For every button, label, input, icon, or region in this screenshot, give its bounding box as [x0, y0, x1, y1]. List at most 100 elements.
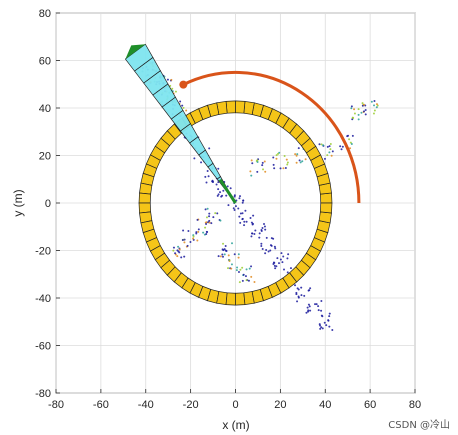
- cloud-point: [363, 110, 366, 113]
- cloud-point: [250, 235, 253, 238]
- ring-sector: [216, 291, 228, 306]
- cloud-point: [241, 266, 244, 269]
- cloud-point: [319, 324, 322, 327]
- cloud-point: [232, 207, 235, 210]
- cloud-point: [300, 294, 303, 297]
- ring-sector: [138, 202, 152, 214]
- cloud-point: [304, 158, 307, 161]
- scan-arc-marker: [179, 80, 188, 89]
- cloud-point: [282, 255, 285, 258]
- cloud-point: [217, 255, 220, 258]
- cloud-point: [328, 312, 331, 315]
- y-tick-label: 80: [39, 8, 51, 20]
- cloud-point: [326, 154, 329, 157]
- cloud-point: [205, 223, 208, 226]
- cloud-point: [195, 231, 198, 234]
- cloud-point: [208, 215, 211, 218]
- cloud-point: [320, 143, 323, 146]
- cloud-point: [284, 167, 287, 170]
- cloud-point: [230, 267, 233, 270]
- x-tick-label: 0: [232, 399, 238, 411]
- cloud-point: [222, 249, 225, 252]
- cloud-point: [171, 87, 174, 90]
- cloud-point: [329, 142, 332, 145]
- cloud-point: [283, 155, 286, 158]
- ring-sector: [235, 292, 246, 306]
- cloud-point: [317, 305, 320, 308]
- cloud-point: [208, 212, 211, 215]
- cloud-point: [207, 175, 210, 178]
- cloud-point: [253, 232, 256, 235]
- cloud-point: [260, 242, 263, 245]
- cloud-point: [372, 112, 375, 115]
- ring-sector: [235, 100, 246, 114]
- cloud-point: [322, 144, 325, 147]
- cloud-point: [364, 113, 367, 116]
- cloud-point: [320, 299, 323, 302]
- cloud-point: [211, 180, 214, 183]
- cloud-point: [278, 262, 281, 265]
- cloud-point: [221, 255, 224, 258]
- cloud-point: [319, 327, 322, 330]
- cloud-point: [186, 244, 189, 247]
- cloud-point: [214, 212, 217, 215]
- x-tick-label: -80: [48, 399, 64, 411]
- cloud-point: [277, 152, 280, 155]
- cloud-point: [352, 117, 355, 120]
- cloud-point: [258, 232, 261, 235]
- cloud-point: [250, 265, 253, 268]
- cloud-point: [375, 103, 378, 106]
- cloud-point: [206, 170, 209, 173]
- cloud-point: [180, 256, 183, 259]
- cloud-point: [260, 230, 263, 233]
- cloud-point: [320, 309, 323, 312]
- cloud-point: [330, 154, 333, 157]
- cloud-point: [183, 241, 186, 244]
- cloud-point: [222, 242, 225, 245]
- x-tick-label: -60: [93, 399, 109, 411]
- cloud-point: [205, 233, 208, 236]
- cloud-point: [239, 212, 242, 215]
- cloud-point: [177, 245, 180, 248]
- cloud-point: [245, 279, 248, 282]
- cloud-point: [212, 216, 215, 219]
- cloud-point: [220, 195, 223, 198]
- cloud-point: [219, 255, 222, 258]
- cloud-point: [217, 188, 220, 191]
- cloud-point: [270, 237, 273, 240]
- y-tick-label: -40: [35, 293, 51, 305]
- cloud-point: [327, 319, 330, 322]
- cloud-point: [208, 219, 211, 222]
- cloud-point: [249, 216, 252, 219]
- ring-sector: [225, 100, 236, 114]
- beam-stem: [218, 178, 237, 204]
- cloud-point: [205, 221, 208, 224]
- cloud-point: [166, 78, 169, 81]
- cloud-point: [321, 327, 324, 330]
- cloud-point: [227, 254, 230, 257]
- cloud-point: [200, 161, 203, 164]
- cloud-point: [306, 306, 309, 309]
- cloud-point: [264, 252, 267, 255]
- cloud-point: [360, 111, 363, 114]
- cloud-point: [273, 245, 276, 248]
- cloud-point: [174, 252, 177, 255]
- cloud-point: [320, 326, 323, 329]
- cloud-point: [256, 159, 259, 162]
- cloud-point: [216, 212, 219, 215]
- cloud-point: [264, 228, 267, 231]
- cloud-point: [281, 261, 284, 264]
- cloud-point: [364, 109, 367, 112]
- cloud-point: [182, 229, 185, 232]
- cloud-point: [226, 185, 229, 188]
- cloud-point: [219, 191, 222, 194]
- ring-sector: [319, 202, 333, 214]
- cloud-point: [208, 147, 211, 150]
- cloud-point: [241, 218, 244, 221]
- cloud-point: [206, 231, 209, 234]
- cloud-point: [323, 157, 326, 160]
- cloud-point: [189, 241, 192, 244]
- cloud-point: [375, 106, 378, 109]
- cloud-point: [216, 194, 219, 197]
- cloud-point: [267, 250, 270, 253]
